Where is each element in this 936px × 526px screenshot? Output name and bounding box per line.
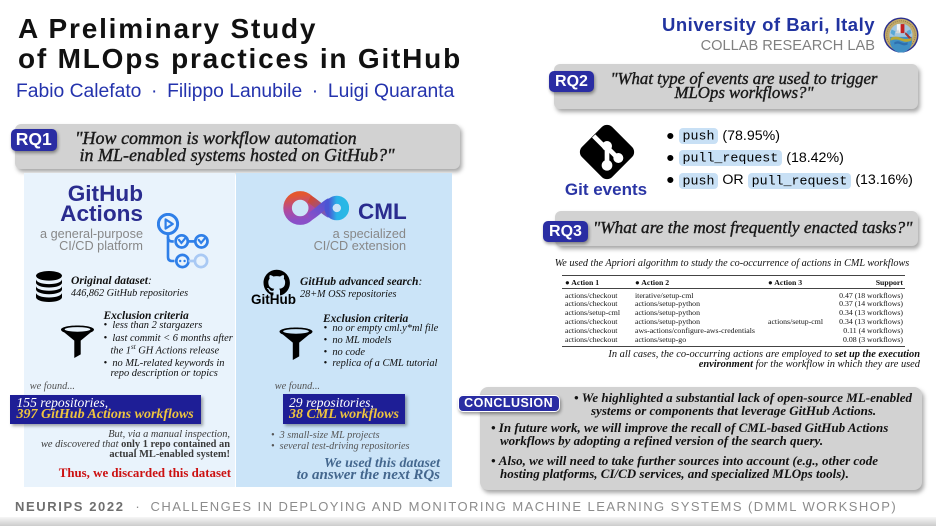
svg-text:GitHub: GitHub — [251, 292, 296, 306]
